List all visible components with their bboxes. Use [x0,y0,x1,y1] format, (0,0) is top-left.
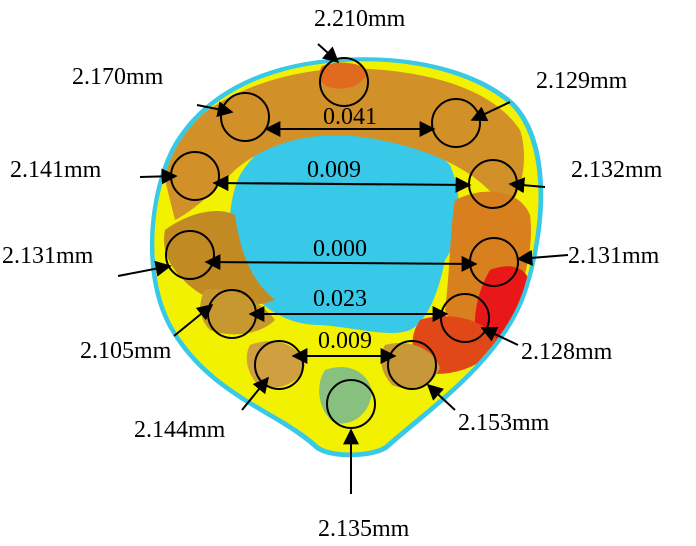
label-mid-right: 2.131mm [568,243,660,269]
difference-labels: 0.041 0.009 0.000 0.023 0.009 [307,104,377,354]
label-upper-right: 2.129mm [536,68,628,94]
leader-arrows [117,43,569,494]
label-upper-left: 2.170mm [72,64,164,90]
diff-label-5: 0.009 [318,328,372,354]
diff-label-4: 0.023 [313,286,367,312]
diff-label-1: 0.041 [323,104,377,130]
label-bottom-left: 2.144mm [134,417,226,443]
difference-arrows [204,121,478,364]
label-bottom: 2.135mm [318,516,410,542]
circle-bottom [326,379,376,429]
label-top: 2.210mm [314,6,406,32]
circle-top [319,57,369,107]
label-mid-upper-left: 2.141mm [10,157,102,183]
label-mid-left: 2.131mm [2,243,94,269]
label-mid-upper-right: 2.132mm [571,157,663,183]
diff-label-3: 0.000 [313,236,367,262]
ring-color-patches [160,62,531,424]
circle-bottom-left [254,340,304,390]
diff-label-2: 0.009 [307,157,361,183]
label-lower-left: 2.105mm [80,338,172,364]
circle-bottom-right [387,340,437,390]
label-lower-right: 2.128mm [521,339,613,365]
thickness-labels: 2.210mm 2.170mm 2.129mm 2.141mm 2.132mm … [2,6,663,542]
label-bottom-right: 2.153mm [458,410,550,436]
